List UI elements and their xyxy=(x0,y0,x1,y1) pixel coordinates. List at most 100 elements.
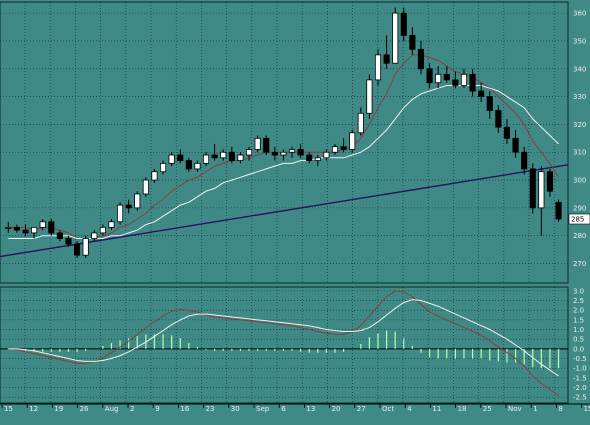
candle-body xyxy=(331,146,339,153)
candle-body xyxy=(529,168,536,209)
candle-body xyxy=(538,171,545,209)
date-axis-tick-label: 15 xyxy=(584,405,590,413)
candle-body xyxy=(74,243,81,256)
date-axis-tick-label: Oct xyxy=(382,405,394,413)
candle-body xyxy=(555,201,562,220)
macd-axis-tick-label: 0.0 xyxy=(573,345,584,353)
candle-body xyxy=(366,79,373,114)
candle-body xyxy=(288,149,296,153)
candle-body xyxy=(435,73,442,84)
price-axis-tick-label: 310 xyxy=(573,149,586,157)
candle-body xyxy=(108,221,115,228)
macd-axis-tick-label: -0.5 xyxy=(573,355,587,363)
candle-body xyxy=(220,151,227,159)
price-axis-tick-label: 290 xyxy=(573,204,586,212)
macd-axis-tick-label: 0.5 xyxy=(573,336,584,344)
candle-body xyxy=(443,73,450,81)
candle-body xyxy=(134,193,141,209)
candle-body xyxy=(383,54,390,64)
candle-body xyxy=(237,154,244,161)
candle-body xyxy=(31,226,38,234)
price-panel-frame xyxy=(0,1,569,284)
date-axis-tick-label: Nov xyxy=(508,405,522,413)
candle-body xyxy=(91,232,98,239)
date-axis-tick-label: 12 xyxy=(29,405,38,413)
date-axis-tick-label: Aug xyxy=(105,405,119,413)
candle-body xyxy=(254,137,261,150)
candle-body xyxy=(495,110,502,128)
candle-body xyxy=(117,204,124,223)
date-axis-tick-label: 9 xyxy=(155,405,159,413)
candle-body xyxy=(151,171,158,181)
macd-axis-tick-label: 2.0 xyxy=(573,307,584,315)
candle-body xyxy=(349,132,356,150)
macd-axis-tick-label: 2.5 xyxy=(573,297,584,305)
candle-body xyxy=(314,157,321,161)
signal-line xyxy=(8,299,559,377)
candle-body xyxy=(5,226,12,229)
candle-body xyxy=(99,226,106,234)
date-axis-tick-label: 4 xyxy=(407,405,412,413)
price-axis-tick-label: 360 xyxy=(573,10,586,18)
candle-body xyxy=(460,73,468,86)
price-axis-tick-label: 270 xyxy=(573,260,586,268)
candle-body xyxy=(22,229,29,234)
candle-body xyxy=(263,137,270,153)
candle-body xyxy=(426,68,433,84)
price-axis-tick-label: 350 xyxy=(573,37,586,45)
price-axis-tick-label: 330 xyxy=(573,93,586,101)
candle-body xyxy=(211,154,218,159)
candle-body xyxy=(48,221,55,234)
candle-body xyxy=(478,90,485,97)
candle-body xyxy=(486,96,493,111)
macd-axis-tick-label: 1.5 xyxy=(573,316,584,324)
date-axis-tick-label: 8 xyxy=(558,405,562,413)
candle-body xyxy=(228,151,235,161)
candle-body xyxy=(185,160,192,170)
date-axis-tick-label: 25 xyxy=(483,405,492,413)
date-axis-strip xyxy=(0,404,590,421)
candle-body xyxy=(125,204,132,209)
candle-body xyxy=(503,126,511,139)
date-axis-tick-label: 18 xyxy=(458,405,467,413)
date-axis-tick-label: 26 xyxy=(80,405,89,413)
date-axis-tick-label: 2 xyxy=(130,405,134,413)
date-axis-tick-label: Sep xyxy=(256,405,270,413)
candle-body xyxy=(271,151,278,156)
candle-body xyxy=(13,226,20,231)
price-axis-tick-label: 280 xyxy=(573,232,586,240)
date-axis-tick-label: 6 xyxy=(281,405,286,413)
candle-body xyxy=(409,34,416,50)
macd-panel-frame xyxy=(0,286,569,404)
macd-axis-tick-label: -1.0 xyxy=(573,365,587,373)
candlestick-layer xyxy=(5,7,562,258)
candle-body xyxy=(357,112,364,134)
candle-body xyxy=(39,221,46,228)
date-axis-tick-label: 27 xyxy=(357,405,366,413)
candle-body xyxy=(400,12,407,36)
candle-body xyxy=(452,79,459,86)
date-axis-tick-label: 16 xyxy=(180,405,189,413)
date-axis-tick-label: 13 xyxy=(306,405,315,413)
date-axis-tick-label: 11 xyxy=(432,405,441,413)
date-axis-tick-label: 19 xyxy=(54,405,63,413)
candle-body xyxy=(297,149,304,156)
macd-line xyxy=(8,290,559,396)
candle-body xyxy=(546,171,554,192)
price-axis-tick-label: 320 xyxy=(573,121,586,129)
candle-body xyxy=(168,154,175,164)
date-axis-tick-label: 1 xyxy=(533,405,537,413)
candle-body xyxy=(521,151,528,170)
date-axis-tick-label: 15 xyxy=(4,405,13,413)
price-axis-tick-label: 300 xyxy=(573,177,586,185)
candle-body xyxy=(142,179,149,195)
candle-body xyxy=(177,154,184,161)
candle-body xyxy=(245,149,253,156)
candle-body xyxy=(417,48,425,70)
candle-body xyxy=(202,154,210,164)
date-axis-tick-label: 20 xyxy=(332,405,341,413)
candle-body xyxy=(159,162,167,173)
price-axis-tick-label: 340 xyxy=(573,65,586,73)
